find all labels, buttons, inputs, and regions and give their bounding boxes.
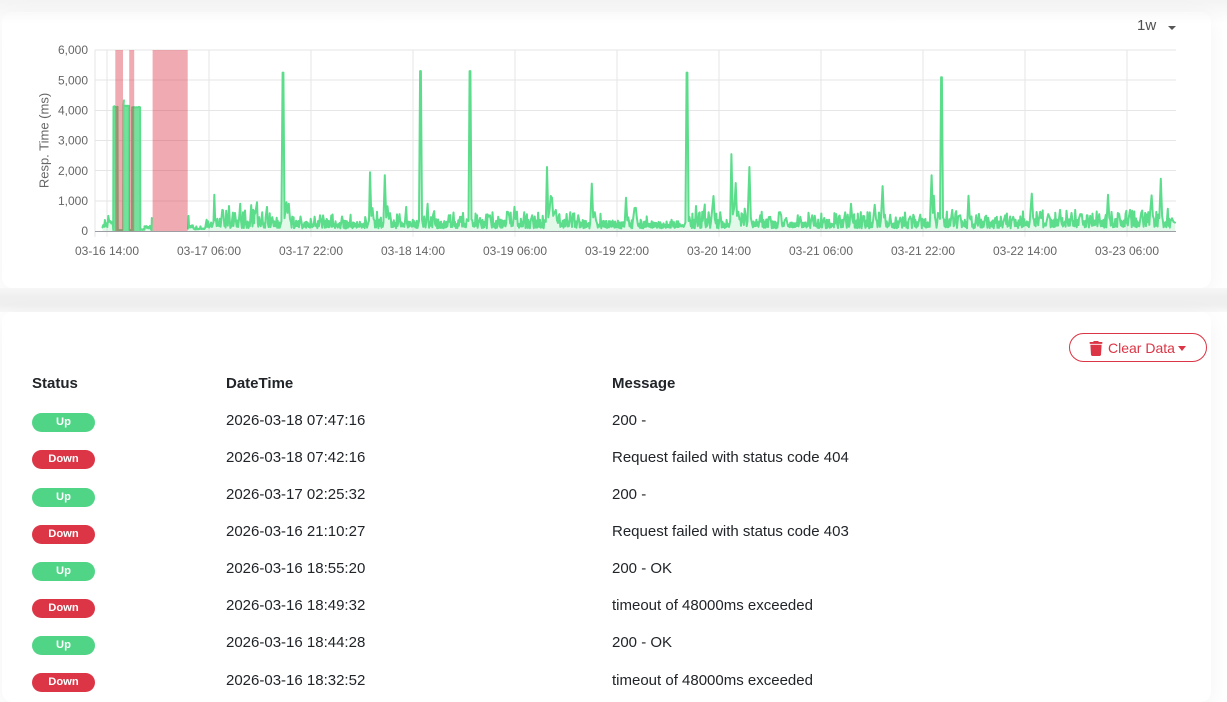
svg-text:03-23 06:00: 03-23 06:00: [1095, 244, 1159, 258]
svg-text:4,000: 4,000: [58, 104, 88, 118]
svg-text:2,000: 2,000: [58, 164, 88, 178]
svg-text:Resp. Time (ms): Resp. Time (ms): [37, 93, 52, 188]
svg-text:03-19 06:00: 03-19 06:00: [483, 244, 547, 258]
svg-text:03-17 22:00: 03-17 22:00: [279, 244, 343, 258]
svg-text:3,000: 3,000: [58, 134, 88, 148]
svg-text:03-21 06:00: 03-21 06:00: [789, 244, 853, 258]
svg-text:6,000: 6,000: [58, 43, 88, 57]
svg-text:1,000: 1,000: [58, 194, 88, 208]
svg-text:03-22 14:00: 03-22 14:00: [993, 244, 1057, 258]
svg-text:03-17 06:00: 03-17 06:00: [177, 244, 241, 258]
svg-text:03-16 14:00: 03-16 14:00: [75, 244, 139, 258]
svg-text:03-18 14:00: 03-18 14:00: [381, 244, 445, 258]
svg-text:03-20 14:00: 03-20 14:00: [687, 244, 751, 258]
svg-text:5,000: 5,000: [58, 73, 88, 87]
svg-text:03-19 22:00: 03-19 22:00: [585, 244, 649, 258]
svg-text:0: 0: [81, 224, 88, 238]
svg-text:03-21 22:00: 03-21 22:00: [891, 244, 955, 258]
